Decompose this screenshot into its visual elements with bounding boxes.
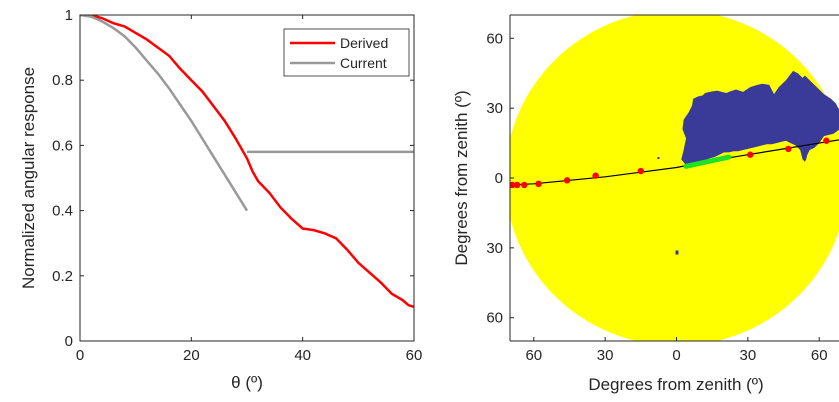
- left-xtick-label: 20: [183, 347, 200, 364]
- right-ylabel: Degrees from zenith (º): [452, 90, 471, 265]
- sky-disk: [510, 15, 839, 341]
- right-ytick-label: 30: [486, 100, 503, 117]
- left-ytick-label: 0.6: [52, 137, 73, 154]
- right-ytick-label: 60: [486, 310, 503, 327]
- left-axes-box: [79, 14, 415, 342]
- sun-position-point: [510, 181, 516, 189]
- right-ytick-label: 0: [495, 170, 503, 187]
- sun-position-point: [521, 181, 528, 189]
- right-ytick-label: 60: [486, 30, 503, 47]
- obstruction-speck: [657, 157, 660, 160]
- angular-response-panel: 0 20 40 60 0 0.2 0.4 0.6 0.8 1 θ (º) Normalized a…: [19, 7, 422, 392]
- sun-position-point: [823, 137, 830, 144]
- sky-map-panel: 60 30 0 30 60 60 30 0 30 60 Degrees from zenith (…: [452, 14, 839, 394]
- right-xlabel: Degrees from zenith (º): [588, 375, 763, 394]
- sun-path-line: [510, 139, 839, 186]
- sun-position-point: [747, 151, 754, 158]
- left-xtick-label: 60: [406, 347, 423, 364]
- right-xtick-label: 60: [525, 347, 542, 364]
- left-xtick-label: 0: [76, 347, 84, 364]
- right-xtick-label: 60: [811, 347, 828, 364]
- left-ylabel: Normalized angular response: [19, 67, 38, 289]
- right-xtick-label: 30: [740, 347, 757, 364]
- left-ytick-label: 0.4: [52, 203, 73, 220]
- legend-label-derived: Derived: [340, 35, 388, 51]
- left-ytick-label: 0.2: [52, 268, 73, 285]
- legend-box: [283, 28, 410, 77]
- sun-position-point: [637, 167, 645, 175]
- legend: Derived Current: [283, 28, 410, 77]
- obstruction-region: [681, 70, 839, 168]
- series-derived-line: [80, 15, 414, 308]
- sun-position-point: [785, 145, 792, 153]
- sun-position-point: [535, 180, 542, 188]
- legend-label-current: Current: [340, 55, 387, 71]
- right-xtick-label: 30: [597, 347, 614, 364]
- right-xtick-label: 0: [672, 347, 680, 364]
- left-ytick-label: 0.8: [52, 72, 73, 89]
- sun-path-highlight: [683, 154, 732, 169]
- sun-position-point: [513, 181, 521, 189]
- left-ytick-label: 1: [65, 7, 73, 24]
- left-xlabel: θ (º): [231, 373, 263, 392]
- sun-position-point: [563, 177, 571, 184]
- left-ytick-label: 0: [65, 333, 73, 350]
- left-xtick-label: 40: [294, 347, 311, 364]
- sun-position-point: [592, 172, 599, 179]
- series-current-segment-0: [80, 15, 249, 212]
- obstruction-speck: [675, 250, 679, 255]
- right-ytick-label: 30: [486, 240, 503, 257]
